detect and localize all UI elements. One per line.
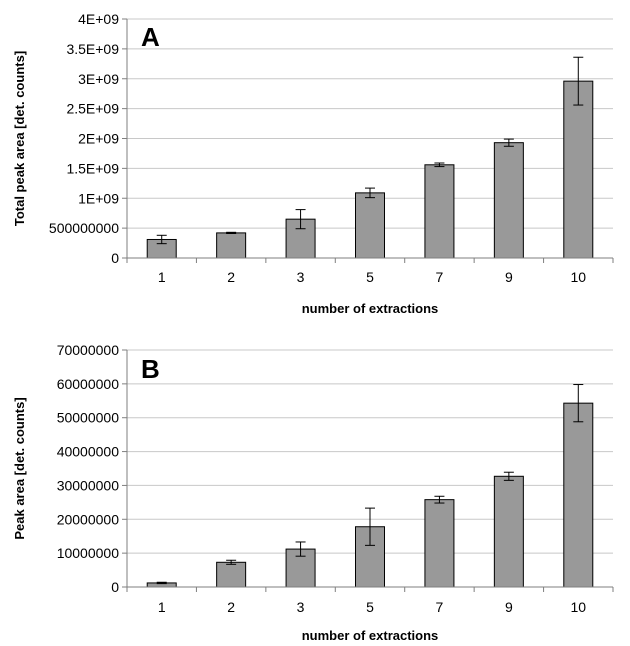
x-tick-label-b-1: 2	[227, 599, 235, 615]
error-bar-b-7	[434, 495, 445, 504]
y-tick-label-b-6: 60000000	[57, 376, 120, 392]
y-tick-label-a-3: 1.5E+09	[66, 160, 119, 176]
x-tick-label-a-1: 2	[227, 269, 235, 285]
bar-a-2	[216, 232, 247, 259]
chart-panel-b: 0 10000000 20000000 30000000 40000000 5000000…	[12, 342, 614, 643]
error-bar-b-9	[503, 471, 514, 481]
y-tick-label-b-0: 0	[111, 579, 119, 595]
bar-a-10	[563, 80, 594, 259]
error-bar-b-3	[295, 541, 306, 557]
error-bar-a-5	[365, 187, 375, 199]
y-tick-label-b-5: 50000000	[57, 410, 120, 426]
panel-label-b: B	[141, 354, 160, 384]
error-bar-a-9	[503, 138, 514, 147]
x-tick-label-a-6: 10	[570, 269, 586, 285]
error-bar-a-2	[226, 231, 237, 235]
y-tick-label-b-2: 20000000	[57, 511, 120, 527]
y-tick-label-a-6: 3E+09	[78, 71, 119, 87]
bar-b-10	[563, 402, 594, 588]
y-axis-title-a: Total peak area [det. counts]	[12, 51, 27, 226]
bar-b-9	[493, 475, 524, 588]
y-axis-title-b: Peak area [det. counts]	[12, 397, 27, 539]
y-tick-label-a-8: 4E+09	[78, 11, 119, 27]
error-bar-a-3	[295, 209, 306, 230]
y-tick-label-b-4: 40000000	[57, 444, 120, 460]
x-tick-label-a-5: 9	[505, 269, 513, 285]
y-tick-label-a-4: 2E+09	[78, 131, 119, 147]
bar-a-9	[493, 142, 524, 259]
bar-a-5	[355, 192, 385, 259]
bar-b-7	[424, 499, 455, 588]
bar-a-7	[424, 164, 455, 259]
x-tick-label-a-3: 5	[366, 269, 374, 285]
x-axis-title-a: number of extractions	[302, 301, 439, 316]
y-tick-label-a-2: 1E+09	[78, 190, 119, 206]
error-bar-b-1	[156, 581, 167, 585]
error-bar-b-2	[226, 559, 237, 565]
x-tick-label-b-3: 5	[366, 599, 374, 615]
y-tick-label-b-1: 10000000	[57, 545, 120, 561]
y-tick-label-a-5: 2.5E+09	[66, 101, 119, 117]
error-bar-a-7	[434, 162, 445, 168]
x-tick-label-b-5: 9	[505, 599, 513, 615]
chart-panel-a: 0 500000000 1E+09 1.5E+09 2E+09 2.5E+09 3E+09 3…	[12, 11, 614, 316]
x-axis-title-b: number of extractions	[302, 628, 439, 643]
error-bar-b-10	[573, 384, 584, 423]
bar-b-2	[216, 561, 247, 588]
error-bar-a-1	[156, 234, 167, 245]
error-bar-b-5	[365, 507, 375, 546]
x-tick-label-b-2: 3	[297, 599, 305, 615]
x-tick-label-a-4: 7	[436, 269, 444, 285]
y-tick-label-b-7: 70000000	[57, 342, 120, 358]
y-tick-label-b-3: 30000000	[57, 477, 120, 493]
error-bar-a-10	[573, 56, 584, 106]
x-tick-label-b-6: 10	[570, 599, 586, 615]
y-tick-label-a-0: 0	[111, 250, 119, 266]
panel-label-a: A	[141, 22, 160, 52]
x-tick-label-a-0: 1	[158, 269, 166, 285]
y-tick-label-a-7: 3.5E+09	[66, 41, 119, 57]
x-tick-label-a-2: 3	[297, 269, 305, 285]
x-tick-label-b-0: 1	[158, 599, 166, 615]
y-tick-label-a-1: 500000000	[49, 220, 119, 236]
x-tick-label-b-4: 7	[436, 599, 444, 615]
